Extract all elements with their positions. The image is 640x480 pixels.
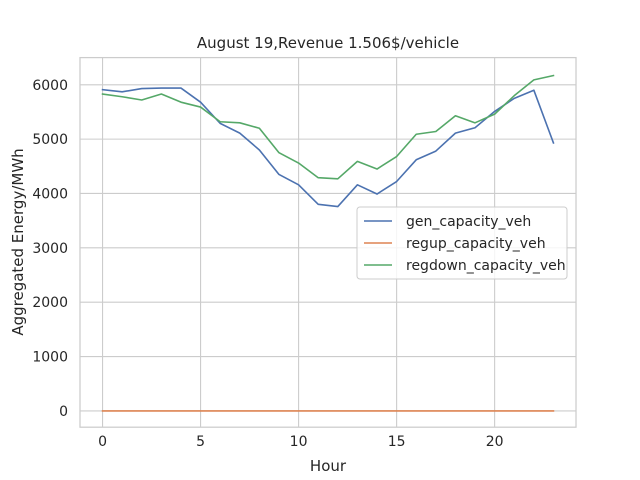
- y-tick-label: 5000: [32, 132, 68, 148]
- plot-frame: [79, 56, 577, 428]
- x-tick-label: 15: [388, 434, 406, 450]
- y-tick-label: 3000: [32, 241, 68, 257]
- series-line-gen-capacity-veh: [101, 87, 555, 208]
- y-tick-label: 1000: [32, 350, 68, 366]
- x-tick-label: 0: [98, 434, 107, 450]
- legend-label: regdown_capacity_veh: [406, 258, 566, 274]
- chart-title: August 19,Revenue 1.506$/vehicle: [197, 34, 459, 52]
- x-tick-label: 20: [486, 434, 504, 450]
- x-tick-label: 10: [290, 434, 308, 450]
- y-tick-label: 6000: [32, 78, 68, 94]
- y-tick-label: 0: [59, 404, 68, 420]
- series-lines: [101, 74, 555, 412]
- y-tick-label: 2000: [32, 295, 68, 311]
- x-tick-labels: 0 5 10 15 20: [98, 434, 503, 450]
- y-axis-label: Aggregated Energy/MWh: [9, 148, 27, 335]
- y-tick-labels: 0 1000 2000 3000 4000 5000 6000: [32, 78, 68, 420]
- legend-box: [356, 206, 568, 280]
- series-line-regdown-capacity-veh: [101, 74, 555, 180]
- x-axis-label: Hour: [310, 457, 347, 475]
- x-tick-label: 5: [196, 434, 205, 450]
- legend-label: gen_capacity_veh: [406, 214, 531, 230]
- legend: gen_capacity_veh regup_capacity_vehregdow…: [356, 206, 568, 280]
- y-tick-label: 4000: [32, 186, 68, 202]
- legend-label: regup_capacity_veh: [406, 236, 546, 252]
